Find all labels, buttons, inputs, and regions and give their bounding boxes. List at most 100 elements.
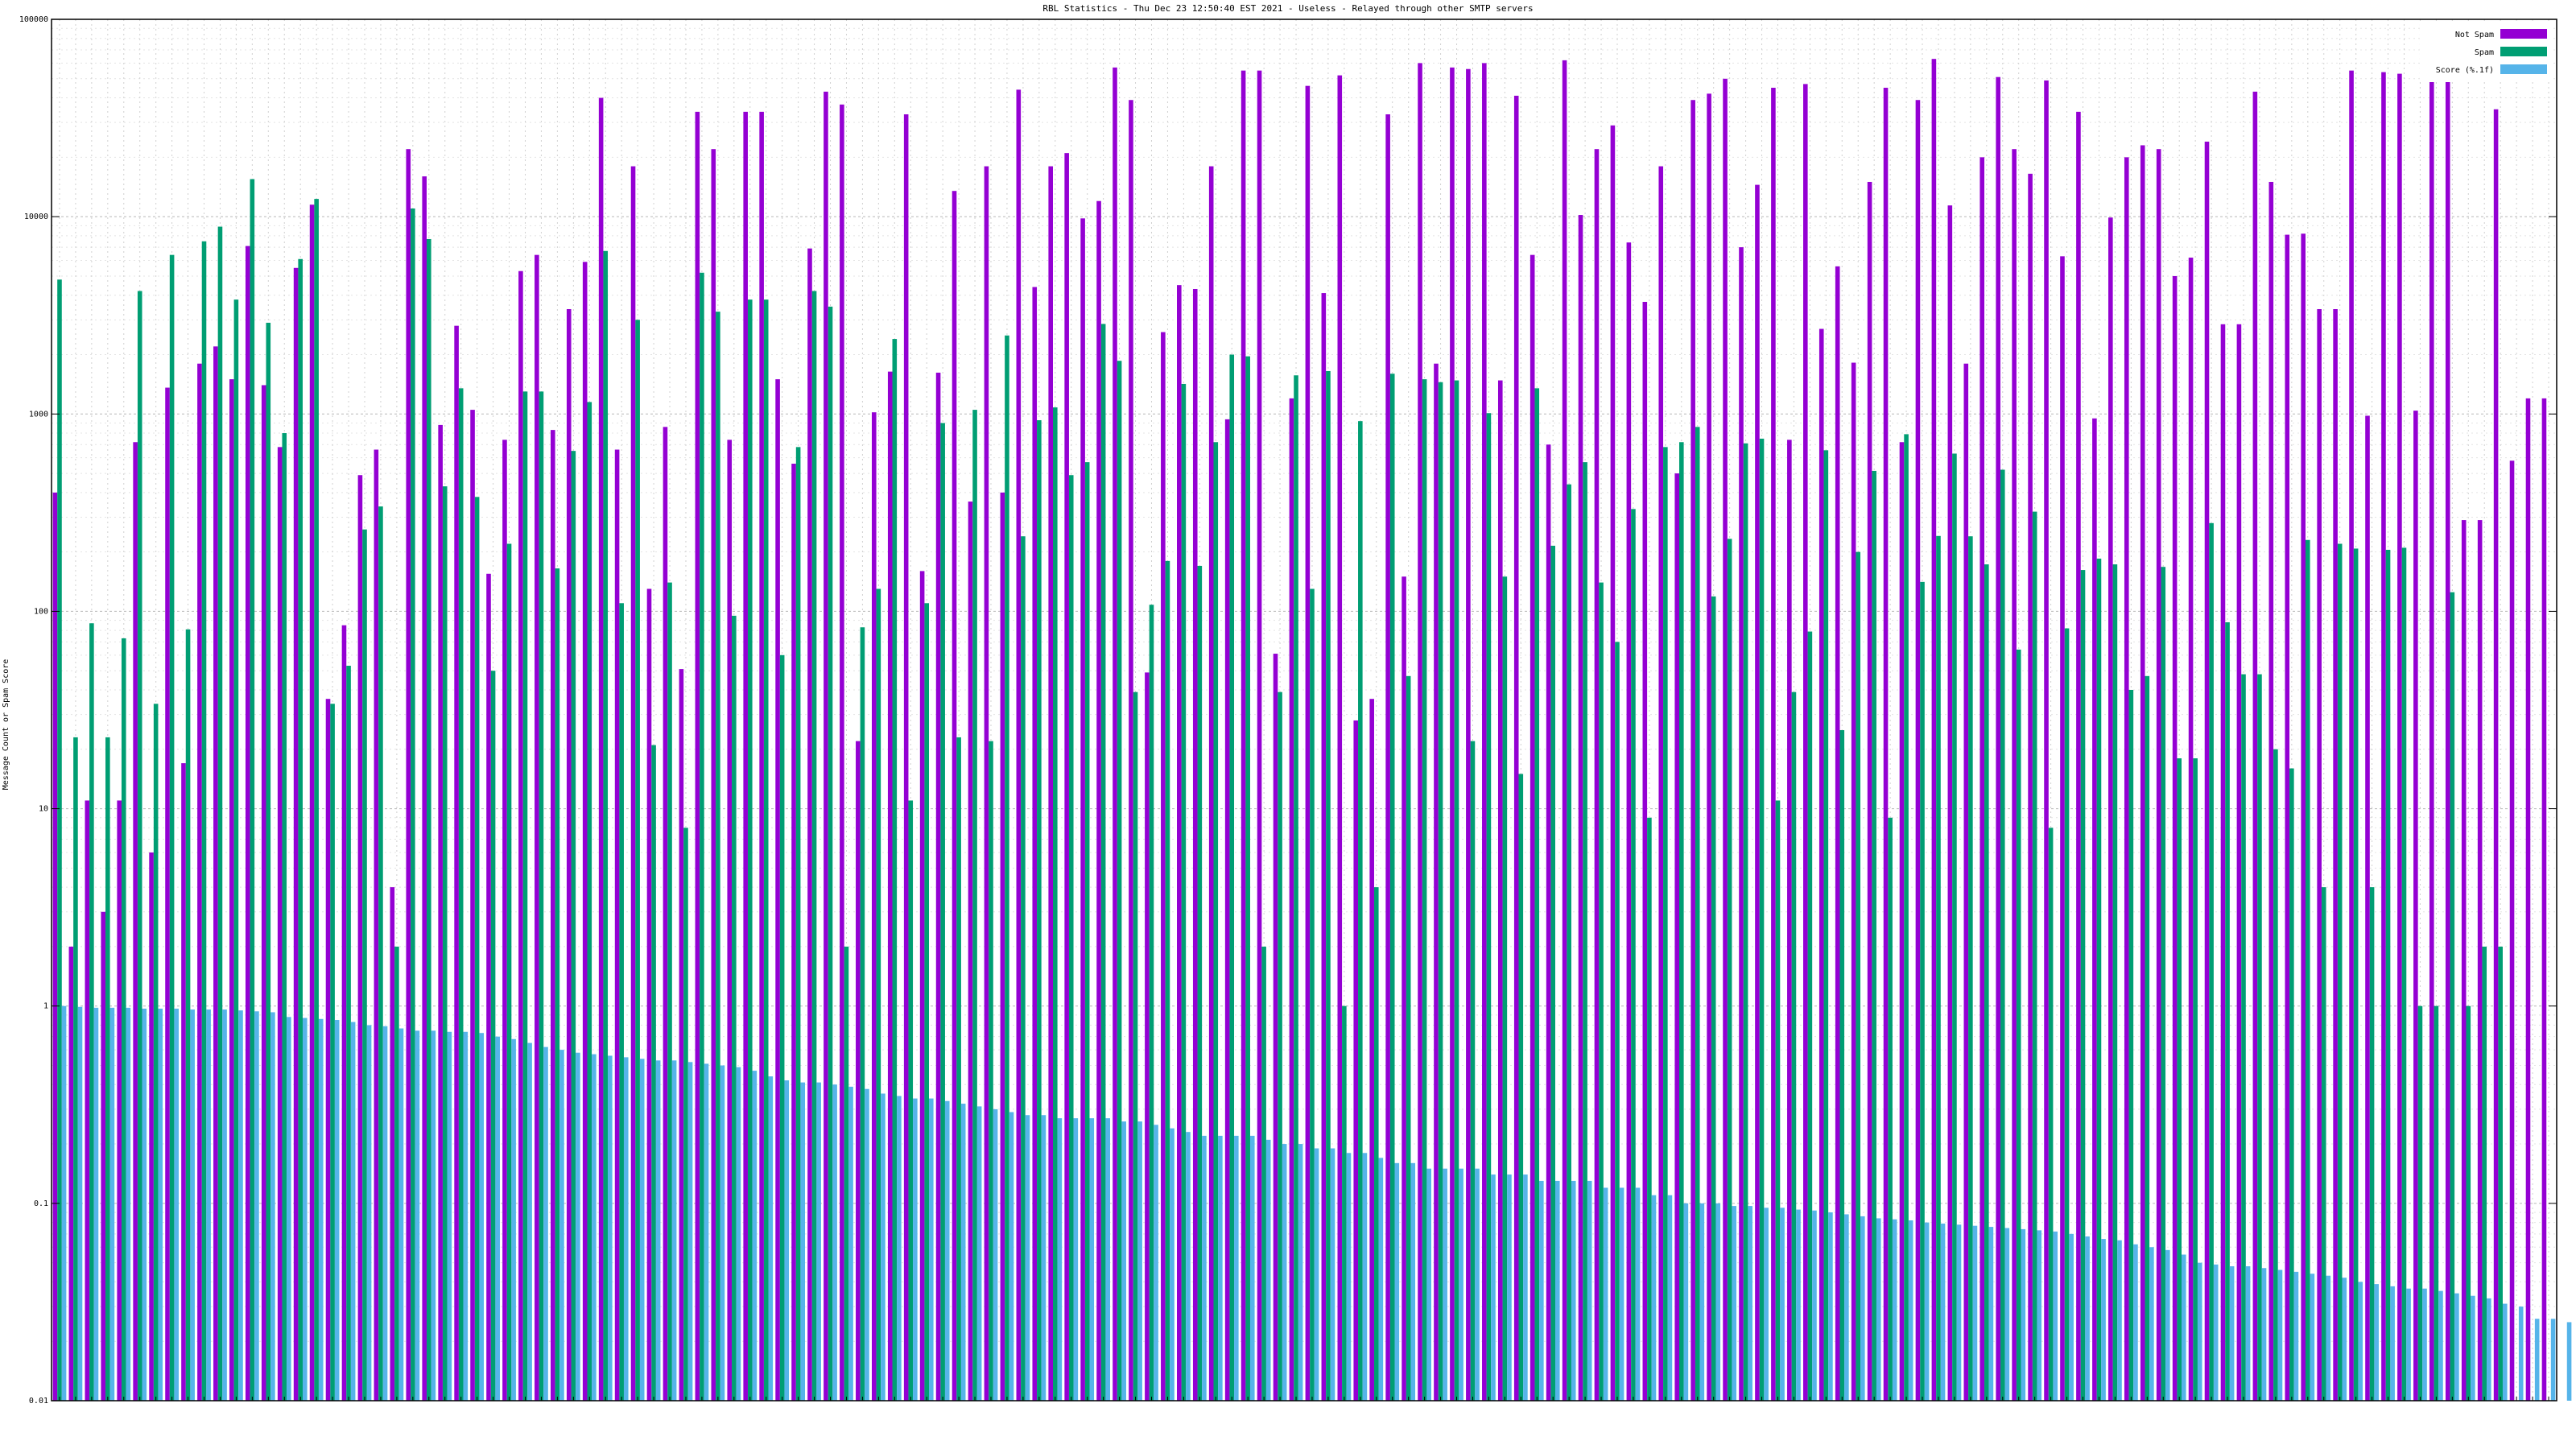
bar [1149, 605, 1154, 1401]
bar [2277, 1269, 2283, 1401]
bar [1667, 1195, 1673, 1401]
bar [1154, 1125, 1158, 1401]
bar [1418, 63, 1422, 1401]
bar [1410, 1162, 1416, 1401]
bar [1539, 1180, 1544, 1401]
bar [1507, 1174, 1512, 1401]
bar [1025, 1115, 1030, 1401]
bar [1860, 1216, 1865, 1401]
bar [181, 763, 186, 1401]
bar [800, 1082, 805, 1401]
bar [1080, 218, 1085, 1402]
bar [1748, 1206, 1752, 1401]
bar [85, 800, 90, 1401]
bar [1828, 1212, 1833, 1401]
bar [190, 1009, 195, 1401]
bar [126, 1007, 131, 1401]
bar [2349, 70, 2354, 1402]
bar [727, 440, 733, 1401]
bar [807, 248, 812, 1402]
bar [474, 497, 480, 1401]
bar [571, 451, 576, 1401]
bar [1674, 473, 1680, 1401]
bar [1337, 75, 1343, 1401]
bar [2498, 946, 2503, 1401]
bar [1876, 1218, 1881, 1401]
bar [2156, 149, 2161, 1401]
bar [592, 1054, 597, 1401]
bar [1988, 1227, 1994, 1401]
bar [1197, 565, 1203, 1401]
bar [185, 629, 191, 1401]
bar [350, 1022, 356, 1401]
bar [206, 1009, 211, 1401]
bar [683, 828, 688, 1401]
y-tick-label: 10 [39, 805, 48, 814]
bar [944, 1100, 950, 1401]
bar [447, 1031, 452, 1401]
bar [1844, 1214, 1849, 1401]
bar [1835, 266, 1840, 1401]
bar [411, 208, 415, 1401]
bar [865, 1088, 869, 1401]
bar [1369, 699, 1374, 1401]
bar [892, 339, 898, 1402]
bar [68, 946, 74, 1401]
bar [137, 291, 142, 1401]
bar [2177, 758, 2182, 1401]
bar [1261, 946, 1266, 1401]
bar [527, 1042, 532, 1401]
bar [856, 741, 861, 1401]
bar [576, 1052, 580, 1401]
bar [1856, 551, 1861, 1401]
bar [1113, 67, 1117, 1401]
bar [908, 800, 914, 1401]
bar [2140, 145, 2145, 1401]
bar [1129, 100, 1133, 1402]
bar [1888, 817, 1893, 1401]
bar [1823, 450, 1829, 1402]
bar [1181, 383, 1187, 1401]
bar [2502, 1303, 2508, 1401]
bar [2145, 675, 2150, 1401]
y-tick-label: 100000 [19, 15, 48, 24]
bar [1016, 89, 1022, 1401]
bar [2454, 1293, 2459, 1401]
bar [2165, 1249, 2170, 1401]
bar [415, 1030, 420, 1401]
bar [1000, 492, 1005, 1401]
bar [506, 543, 512, 1401]
bar [952, 191, 957, 1401]
bar [1502, 576, 1508, 1401]
bar [2550, 1319, 2556, 1401]
bar [1186, 1132, 1191, 1401]
bar [1192, 288, 1198, 1401]
bar [2064, 628, 2070, 1401]
bar [2053, 1231, 2058, 1401]
bar [1475, 1168, 1480, 1401]
bar [1780, 1208, 1785, 1401]
bar [1459, 1168, 1463, 1401]
bar [1486, 413, 1492, 1402]
bar [1972, 1225, 1978, 1401]
bar [1803, 84, 1808, 1402]
bar [1177, 285, 1182, 1402]
bar [1096, 200, 1101, 1401]
bar [1362, 1153, 1368, 1401]
bar [1426, 1168, 1431, 1401]
bar [2487, 1298, 2491, 1401]
bar [655, 1060, 661, 1401]
bar [502, 440, 507, 1401]
bar [2213, 1264, 2219, 1401]
bar [406, 149, 411, 1401]
bar [903, 114, 909, 1402]
bar [1635, 1187, 1641, 1401]
plot-frame [51, 19, 2557, 1402]
bar [1450, 67, 1455, 1401]
bar [1755, 184, 1760, 1402]
bar [1867, 181, 1872, 1401]
bar [1523, 1174, 1528, 1401]
bar [1117, 361, 1122, 1401]
bar [1241, 70, 1246, 1402]
bar [2482, 946, 2487, 1401]
